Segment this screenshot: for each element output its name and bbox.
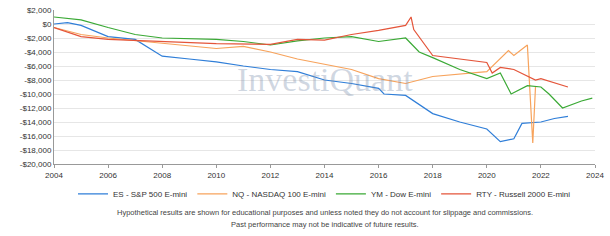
svg-text:2016: 2016 [370,171,388,180]
svg-text:-$12,000: -$12,000 [20,104,52,113]
svg-text:ES - S&P 500 E-mini: ES - S&P 500 E-mini [113,190,187,199]
svg-text:-$10,000: -$10,000 [20,90,52,99]
svg-text:-$20,000: -$20,000 [20,160,52,169]
svg-text:-$16,000: -$16,000 [20,132,52,141]
svg-text:-$2,000: -$2,000 [24,34,52,43]
svg-text:-$6,000: -$6,000 [24,62,52,71]
svg-text:2012: 2012 [262,171,280,180]
svg-text:2022: 2022 [532,171,550,180]
svg-text:2006: 2006 [99,171,117,180]
svg-text:2014: 2014 [316,171,334,180]
svg-text:$0: $0 [42,20,51,29]
svg-text:-$4,000: -$4,000 [24,48,52,57]
svg-text:YM - Dow E-mini: YM - Dow E-mini [371,190,431,199]
svg-text:Hypothetical results are shown: Hypothetical results are shown for educa… [117,208,533,217]
svg-text:$2,000: $2,000 [27,6,52,15]
svg-text:2020: 2020 [478,171,496,180]
svg-text:NQ - NASDAQ 100 E-mini: NQ - NASDAQ 100 E-mini [232,190,326,199]
svg-text:-$18,000: -$18,000 [20,146,52,155]
svg-text:Past performance may not be in: Past performance may not be indicative o… [231,220,419,229]
svg-text:2008: 2008 [153,171,171,180]
svg-text:-$14,000: -$14,000 [20,118,52,127]
svg-text:2010: 2010 [207,171,225,180]
svg-text:2024: 2024 [586,171,604,180]
svg-text:-$8,000: -$8,000 [24,76,52,85]
svg-text:2018: 2018 [424,171,442,180]
svg-text:InvestiQuant: InvestiQuant [237,61,413,98]
svg-text:RTY - Russell 2000 E-mini: RTY - Russell 2000 E-mini [476,190,570,199]
svg-text:2004: 2004 [45,171,63,180]
